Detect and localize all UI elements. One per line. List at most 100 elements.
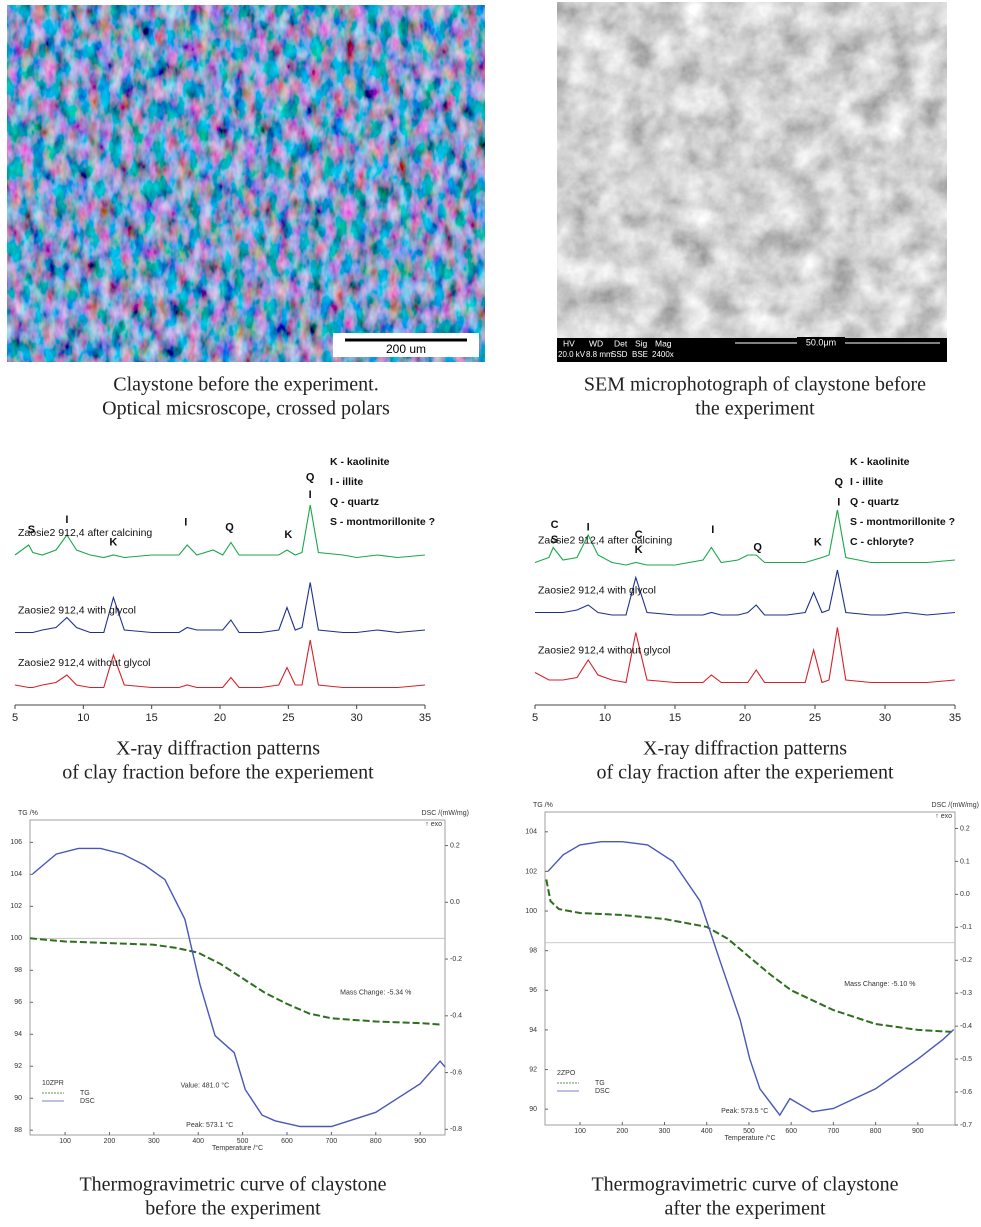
legend-label: TG xyxy=(80,1090,90,1097)
exo-label: ↑ exo xyxy=(935,813,952,820)
x-tick-label: 25 xyxy=(809,712,821,724)
peak-label: Q xyxy=(306,471,315,483)
y-tick-label: 104 xyxy=(10,871,22,878)
sem-info-value: 20.0 kV xyxy=(558,350,586,359)
y-tick-label: 102 xyxy=(10,903,22,910)
y2-tick-label: -0.5 xyxy=(960,1056,972,1063)
y2-axis-title: DSC /(mW/mg) xyxy=(422,810,469,817)
caption: Optical micsroscope, crossed polars xyxy=(102,398,390,420)
caption: X-ray diffraction patterns xyxy=(643,738,847,760)
y-tick-label: 104 xyxy=(525,829,537,836)
y-tick-label: 90 xyxy=(529,1106,537,1113)
peak-label: K xyxy=(109,536,117,548)
sem-info-value: BSE xyxy=(632,350,648,359)
y2-axis-title: DSC /(mW/mg) xyxy=(932,802,979,809)
key-entry: S - montmorillonite ? xyxy=(330,516,435,528)
x-tick-label: 20 xyxy=(214,712,226,724)
caption: before the experiment xyxy=(145,1198,321,1220)
x-tick-label: 700 xyxy=(326,1138,338,1145)
peak-label: K xyxy=(284,529,292,541)
pattern-line xyxy=(534,509,956,566)
key-entry: K - kaolinite xyxy=(850,456,910,468)
annotation: Peak: 573.1 °C xyxy=(186,1121,233,1129)
caption: Thermogravimetric curve of claystone xyxy=(79,1174,386,1196)
peak-label: K xyxy=(814,536,822,548)
x-tick-label: 700 xyxy=(828,1128,840,1135)
x-tick-label: 100 xyxy=(59,1138,71,1145)
legend-label: TG xyxy=(595,1080,605,1087)
series-label: Zaosie2 912,4 after calcining xyxy=(538,534,672,546)
x-tick-label: 300 xyxy=(659,1128,671,1135)
sem-info-header: Mag xyxy=(655,338,672,348)
y2-tick-label: -0.6 xyxy=(960,1089,972,1096)
legend-title: 2ZPO xyxy=(557,1070,576,1077)
x-tick-label: 800 xyxy=(870,1128,882,1135)
y-tick-label: 106 xyxy=(10,839,22,846)
y-tick-label: 90 xyxy=(14,1095,22,1102)
curve xyxy=(32,847,446,1128)
y-axis-title: TG /% xyxy=(18,810,38,817)
x-tick-label: 800 xyxy=(370,1138,382,1145)
series-label: Zaosie2 912,4 without glycol xyxy=(18,657,151,669)
y2-tick-label: 0.2 xyxy=(960,825,970,832)
annotation: Mass Change: -5.10 % xyxy=(844,981,915,988)
sem-photo: 50.0μm xyxy=(557,2,947,362)
x-tick-label: 15 xyxy=(669,712,681,724)
y-tick-label: 94 xyxy=(14,1031,22,1038)
x-tick-label: 10 xyxy=(77,712,89,724)
y-tick-label: 102 xyxy=(525,868,537,875)
x-tick-label: 200 xyxy=(104,1138,116,1145)
plot-frame xyxy=(544,811,956,1126)
y2-tick-label: -0.2 xyxy=(960,957,972,964)
exo-label: ↑ exo xyxy=(425,821,442,828)
x-tick-label: 25 xyxy=(282,712,294,724)
y-tick-label: 92 xyxy=(14,1063,22,1070)
caption: the experiment xyxy=(695,398,815,420)
y2-tick-label: -0.4 xyxy=(450,1013,462,1020)
caption: Claystone before the experiment. xyxy=(113,374,378,396)
scale-bar-label: 200 um xyxy=(386,342,426,356)
annotation: Value: 481.0 °C xyxy=(181,1081,230,1089)
key-entry: K - kaolinite xyxy=(330,456,390,468)
pattern-line xyxy=(534,627,956,684)
curve xyxy=(29,937,443,1026)
y2-tick-label: -0.2 xyxy=(450,956,462,963)
peak-label: I xyxy=(837,496,840,508)
y-tick-label: 88 xyxy=(14,1127,22,1134)
sem-info-value: SSD xyxy=(611,350,628,359)
x-tick-label: 20 xyxy=(739,712,751,724)
y-tick-label: 100 xyxy=(525,908,537,915)
x-axis-title: Temperature /°C xyxy=(724,1134,775,1142)
sem-info-value: 8.8 mm xyxy=(586,350,613,359)
sem-info-header: WD xyxy=(589,338,603,348)
annotation: Peak: 573.5 °C xyxy=(721,1107,768,1115)
series-label: Zaosie2 912,4 with glycol xyxy=(18,604,136,616)
x-tick-label: 5 xyxy=(12,712,18,724)
x-axis-title: Temperature /°C xyxy=(212,1144,263,1152)
peak-label: I xyxy=(65,514,68,526)
y2-tick-label: -0.6 xyxy=(450,1069,462,1076)
peak-label: Q xyxy=(753,541,762,553)
y2-tick-label: -0.1 xyxy=(960,924,972,931)
key-entry: I - illite xyxy=(330,476,363,488)
optical-photo: 200 um xyxy=(7,5,485,362)
peak-label: S xyxy=(551,534,558,546)
y-tick-label: 94 xyxy=(529,1027,537,1034)
peak-label: K xyxy=(635,544,643,556)
x-tick-label: 10 xyxy=(599,712,611,724)
peak-label: Q xyxy=(225,521,234,533)
annotation: Mass Change: -5.34 % xyxy=(340,990,411,997)
x-tick-label: 35 xyxy=(419,712,431,724)
x-tick-label: 15 xyxy=(146,712,158,724)
y2-tick-label: -0.4 xyxy=(960,1023,972,1030)
x-tick-label: 400 xyxy=(701,1128,713,1135)
y2-tick-label: -0.8 xyxy=(450,1126,462,1133)
peak-label: I xyxy=(309,489,312,501)
x-tick-label: 900 xyxy=(414,1138,426,1145)
curve xyxy=(547,841,955,1117)
peak-label: C xyxy=(551,519,559,531)
plot-frame xyxy=(29,819,446,1136)
key-entry: Q - quartz xyxy=(850,496,899,508)
x-tick-label: 900 xyxy=(912,1128,924,1135)
caption: of clay fraction after the experiement xyxy=(596,762,894,784)
